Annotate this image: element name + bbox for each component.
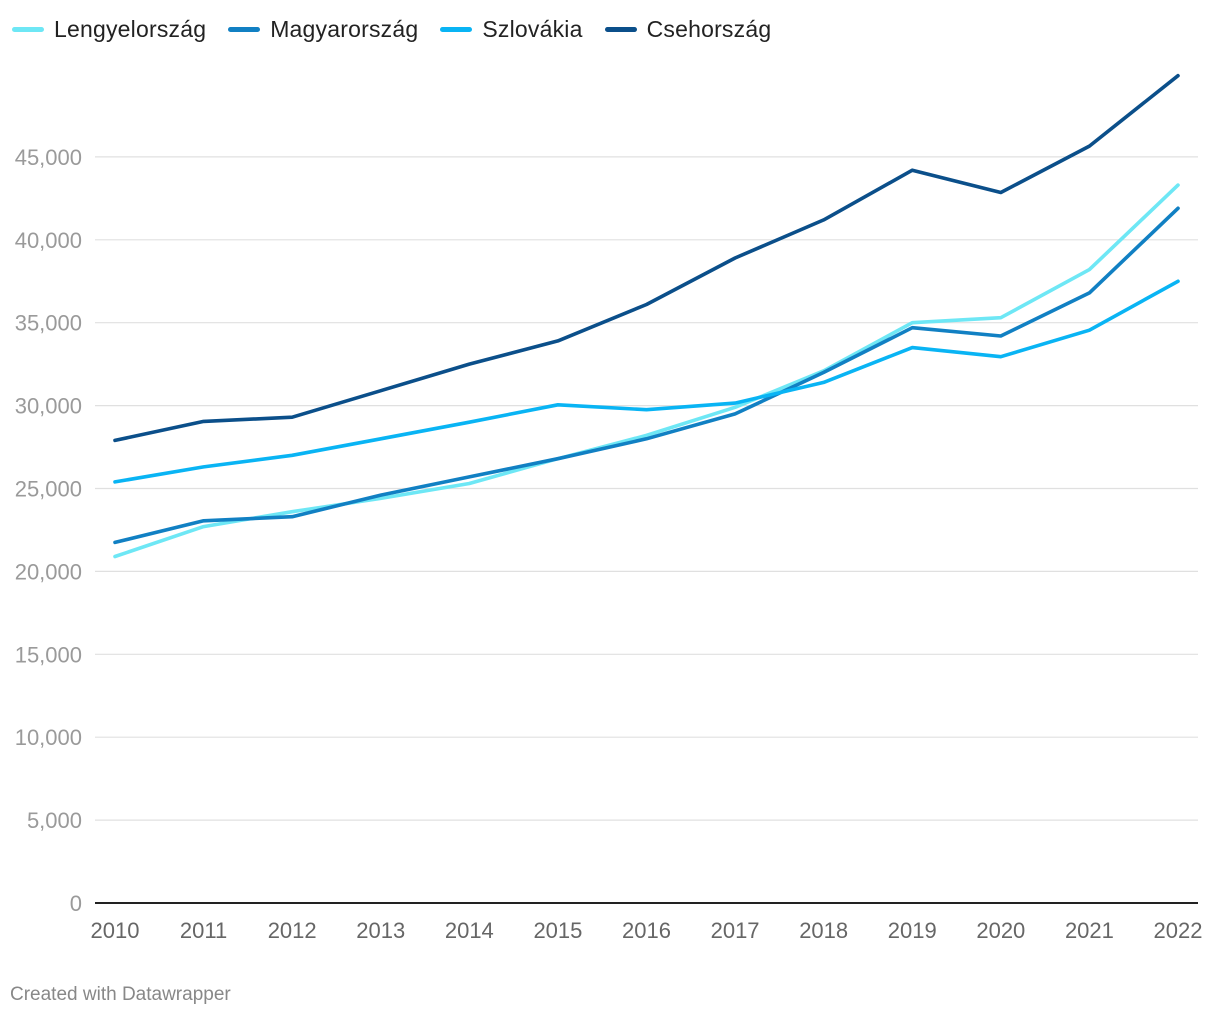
series-line-2 — [113, 279, 1180, 484]
legend-item-magyarorszag: Magyarország — [228, 16, 418, 43]
legend-swatch-lengyelorszag — [12, 27, 44, 32]
x-tick-label: 2020 — [976, 918, 1025, 943]
y-tick-label: 35,000 — [15, 311, 82, 336]
y-tick-label: 15,000 — [15, 642, 82, 667]
x-tick-label: 2018 — [799, 918, 848, 943]
legend: Lengyelország Magyarország Szlovákia Cse… — [12, 16, 793, 43]
y-axis-ticks: 0 5,000 10,000 15,000 20,000 25,000 30,000 35,0… — [15, 145, 82, 916]
legend-swatch-csehorszag — [604, 27, 637, 32]
legend-swatch-szlovakia — [440, 27, 473, 32]
x-tick-label: 2014 — [445, 918, 494, 943]
x-tick-label: 2011 — [180, 918, 227, 943]
legend-swatch-magyarorszag — [228, 27, 261, 32]
y-tick-label: 40,000 — [15, 228, 82, 253]
series-line-1 — [113, 206, 1180, 545]
series-lines — [113, 73, 1180, 559]
x-tick-label: 2019 — [888, 918, 937, 943]
series-line-0 — [113, 183, 1180, 559]
y-tick-label: 30,000 — [15, 394, 82, 419]
grid-lines — [95, 156, 1198, 821]
legend-label-magyarorszag: Magyarország — [270, 16, 419, 42]
x-axis-ticks: 2010 2011 2012 2013 2014 2015 2016 2017 2018 2019… — [91, 918, 1203, 943]
legend-item-csehorszag: Csehország — [604, 16, 772, 43]
legend-label-szlovakia: Szlovákia — [482, 16, 583, 42]
x-tick-label: 2017 — [711, 918, 760, 943]
y-tick-label: 0 — [70, 891, 82, 916]
x-tick-label: 2010 — [91, 918, 140, 943]
y-tick-label: 5,000 — [27, 808, 82, 833]
legend-label-csehorszag: Csehország — [646, 16, 772, 42]
x-tick-label: 2022 — [1154, 918, 1203, 943]
x-tick-label: 2012 — [268, 918, 317, 943]
legend-label-lengyelorszag: Lengyelország — [54, 16, 207, 42]
legend-item-szlovakia: Szlovákia — [440, 16, 582, 43]
y-tick-label: 25,000 — [15, 477, 82, 502]
y-tick-label: 10,000 — [15, 725, 82, 750]
legend-item-lengyelorszag: Lengyelország — [12, 16, 206, 43]
x-tick-label: 2015 — [533, 918, 582, 943]
y-tick-label: 45,000 — [15, 145, 82, 170]
x-tick-label: 2016 — [622, 918, 671, 943]
series-line-3 — [113, 73, 1180, 443]
credit-text: Created with Datawrapper — [10, 984, 231, 1005]
x-tick-label: 2013 — [356, 918, 405, 943]
x-tick-label: 2021 — [1065, 918, 1114, 943]
y-tick-label: 20,000 — [15, 559, 82, 584]
